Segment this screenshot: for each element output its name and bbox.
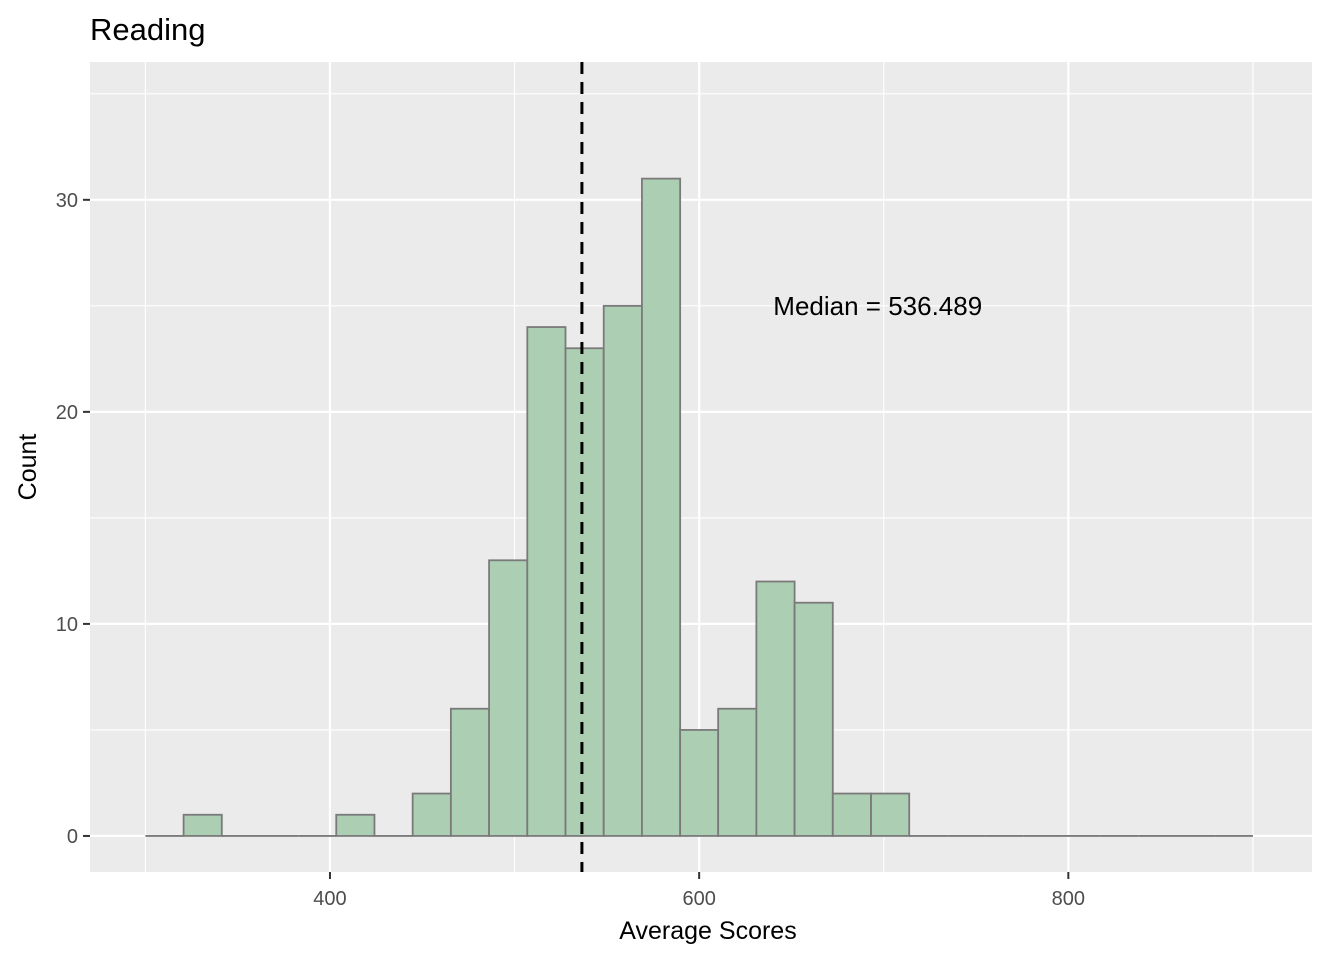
y-tick-label: 30 bbox=[56, 190, 78, 212]
x-axis-title: Average Scores bbox=[619, 917, 796, 945]
histogram-bar bbox=[679, 729, 720, 837]
histogram-bar bbox=[335, 813, 376, 837]
chart-title: Reading bbox=[90, 12, 205, 47]
histogram-bar bbox=[717, 707, 758, 837]
histogram-bar bbox=[488, 559, 529, 837]
x-tick-label: 600 bbox=[682, 888, 715, 910]
y-tick-label: 0 bbox=[67, 826, 78, 848]
y-axis-title: Count bbox=[14, 434, 42, 501]
histogram-bar bbox=[641, 177, 682, 837]
y-tick-label: 10 bbox=[56, 614, 78, 636]
histogram-bar bbox=[793, 601, 834, 837]
histogram-bar bbox=[526, 326, 567, 837]
histogram-bar bbox=[755, 580, 796, 837]
histogram-bar bbox=[182, 813, 223, 837]
x-axis: 400 600 800 bbox=[313, 872, 1085, 910]
x-tick-label: 800 bbox=[1052, 888, 1085, 910]
histogram-bar bbox=[602, 304, 643, 837]
x-tick-label: 400 bbox=[313, 888, 346, 910]
histogram-bar bbox=[831, 792, 872, 837]
median-annotation: Median = 536.489 bbox=[773, 291, 982, 321]
histogram-bar bbox=[449, 707, 490, 837]
histogram-bar bbox=[564, 347, 605, 837]
histogram-bars bbox=[145, 177, 1253, 837]
histogram-bar bbox=[411, 792, 452, 837]
histogram-bar bbox=[870, 792, 911, 837]
y-axis: 0 10 20 30 bbox=[56, 190, 90, 848]
y-tick-label: 20 bbox=[56, 402, 78, 424]
minor-gridlines bbox=[90, 62, 1312, 872]
